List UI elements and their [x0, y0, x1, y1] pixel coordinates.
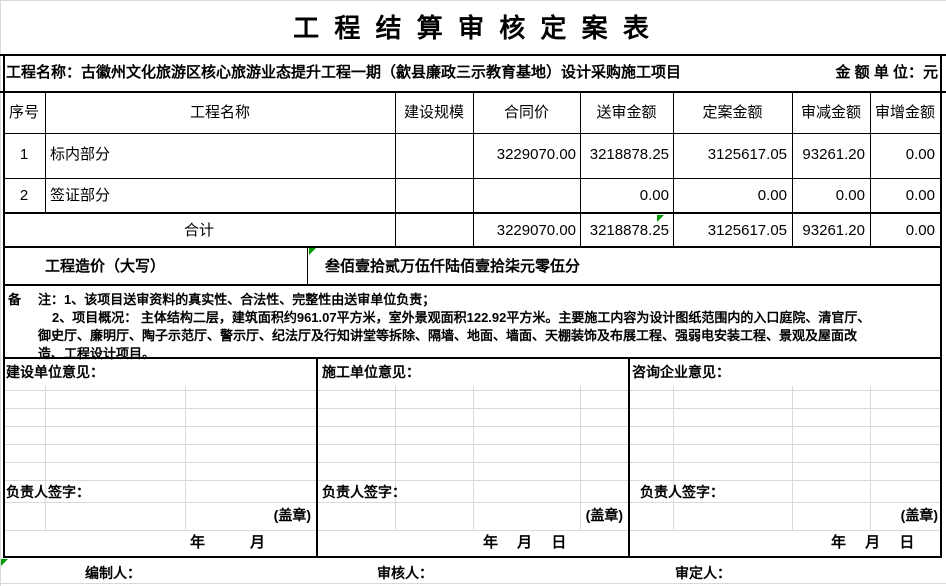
grid-line	[3, 462, 940, 463]
notes-label: 备	[8, 292, 22, 307]
grid-line	[3, 390, 940, 391]
grid-line	[580, 386, 581, 530]
grid-line	[0, 583, 946, 584]
sheet-edge-line	[0, 0, 946, 1]
column-border	[580, 93, 581, 246]
col-header-increased: 审增金额	[874, 104, 935, 121]
grid-line	[3, 502, 940, 503]
col-header-scale: 建设规模	[403, 104, 464, 121]
cell-finalized[interactable]: 0.00	[757, 187, 787, 204]
col-header-finalized: 定案金额	[702, 104, 763, 121]
cell-error-indicator-icon	[1, 559, 8, 566]
grid-line	[3, 408, 940, 409]
table-border	[3, 133, 942, 134]
table-border	[3, 556, 942, 558]
table-border	[3, 357, 942, 359]
column-border	[45, 93, 46, 212]
grid-line	[185, 386, 186, 530]
column-border	[792, 93, 793, 246]
grid-line	[792, 386, 793, 530]
total-reduced[interactable]: 93261.20	[802, 222, 865, 239]
cell-increased[interactable]: 0.00	[905, 187, 935, 204]
table-border	[0, 91, 946, 93]
table-border	[3, 246, 942, 248]
notes-line: 注：1、该项目送审资料的真实性、合法性、完整性由送审单位负责；	[38, 292, 436, 307]
sheet-edge-line	[0, 0, 1, 586]
table-border	[3, 212, 942, 214]
column-border	[870, 93, 871, 246]
grid-line	[3, 444, 940, 445]
page-title: 工 程 结 算 审 核 定 案 表	[293, 13, 653, 43]
cost-words-label: 工程造价（大写）	[45, 258, 166, 275]
table-border	[3, 178, 942, 179]
total-contract[interactable]: 3229070.00	[496, 222, 576, 239]
footer-approver-label: 审定人：	[675, 565, 731, 581]
seal-label: (盖章)	[273, 507, 311, 523]
amount-unit-label: 金 额 单 位：元	[835, 64, 938, 81]
grid-line	[3, 480, 940, 481]
opinion-title-construction: 建设单位意见：	[6, 364, 104, 380]
col-header-name: 工程名称	[189, 104, 250, 121]
sign-label: 负责人签字：	[640, 484, 724, 500]
cell-seq[interactable]: 2	[19, 187, 29, 204]
cell-submitted[interactable]: 3218878.25	[589, 146, 669, 163]
cell-error-indicator-icon	[657, 215, 664, 222]
table-border	[0, 54, 946, 56]
column-border	[395, 93, 396, 246]
project-name-label: 工程名称：	[6, 64, 82, 81]
cell-error-indicator-icon	[309, 248, 316, 255]
cell-finalized[interactable]: 3125617.05	[707, 146, 787, 163]
grid-line	[473, 386, 474, 530]
opinion-title-contractor: 施工单位意见：	[322, 364, 420, 380]
col-header-contract: 合同价	[503, 104, 549, 121]
table-border	[3, 284, 942, 286]
notes-line: 造、工程设计项目。	[38, 346, 156, 361]
project-name-value: 古徽州文化旅游区核心旅游业态提升工程一期（歙县廉政三示教育基地）设计采购施工项目	[81, 64, 682, 81]
notes-line: 2、项目概况： 主体结构二层，建筑面积约961.07平方米，室外景观面积122.…	[52, 310, 871, 325]
date-placeholder: 年 月	[190, 534, 266, 551]
grid-line	[3, 530, 940, 531]
total-submitted[interactable]: 3218878.25	[589, 222, 669, 239]
col-header-seq: 序号	[8, 104, 39, 121]
table-border	[3, 55, 5, 558]
col-header-submitted: 送审金额	[596, 104, 657, 121]
grid-line	[870, 386, 871, 530]
grid-line	[45, 386, 46, 530]
cell-name[interactable]: 标内部分	[50, 146, 111, 163]
seal-label: (盖章)	[900, 507, 938, 523]
section-border	[628, 357, 630, 556]
date-placeholder: 年 月 日	[831, 534, 915, 551]
cell-seq[interactable]: 1	[19, 146, 29, 163]
cell-reduced[interactable]: 93261.20	[802, 146, 865, 163]
column-border	[673, 93, 674, 246]
cell-increased[interactable]: 0.00	[905, 146, 935, 163]
cost-words-value[interactable]: 叁佰壹拾贰万伍仟陆佰壹拾柒元零伍分	[325, 258, 581, 275]
cell-contract[interactable]: 3229070.00	[496, 146, 576, 163]
date-placeholder: 年 月 日	[483, 534, 567, 551]
project-name-row: 工程名称：古徽州文化旅游区核心旅游业态提升工程一期（歙县廉政三示教育基地）设计采…	[6, 63, 681, 83]
total-label: 合计	[183, 222, 214, 239]
grid-line	[3, 426, 940, 427]
footer-reviewer-label: 审核人：	[377, 565, 433, 581]
total-increased[interactable]: 0.00	[905, 222, 935, 239]
column-border	[307, 246, 308, 284]
cell-name[interactable]: 签证部分	[50, 187, 111, 204]
section-border	[316, 357, 318, 556]
sign-label: 负责人签字：	[6, 484, 90, 500]
grid-line	[673, 386, 674, 530]
opinion-title-consultant: 咨询企业意见：	[632, 364, 730, 380]
column-border	[473, 93, 474, 246]
total-finalized[interactable]: 3125617.05	[707, 222, 787, 239]
footer-preparer-label: 编制人：	[85, 565, 141, 581]
sign-label: 负责人签字：	[322, 484, 406, 500]
cell-submitted[interactable]: 0.00	[639, 187, 669, 204]
notes-line: 御史厅、廉明厅、陶子示范厅、警示厅、纪法厅及行知讲堂等拆除、隔墙、地面、墙面、天…	[38, 328, 858, 343]
seal-label: (盖章)	[585, 507, 623, 523]
table-border	[940, 55, 942, 558]
col-header-reduced: 审减金额	[800, 104, 861, 121]
grid-line	[395, 386, 396, 530]
cell-reduced[interactable]: 0.00	[835, 187, 865, 204]
